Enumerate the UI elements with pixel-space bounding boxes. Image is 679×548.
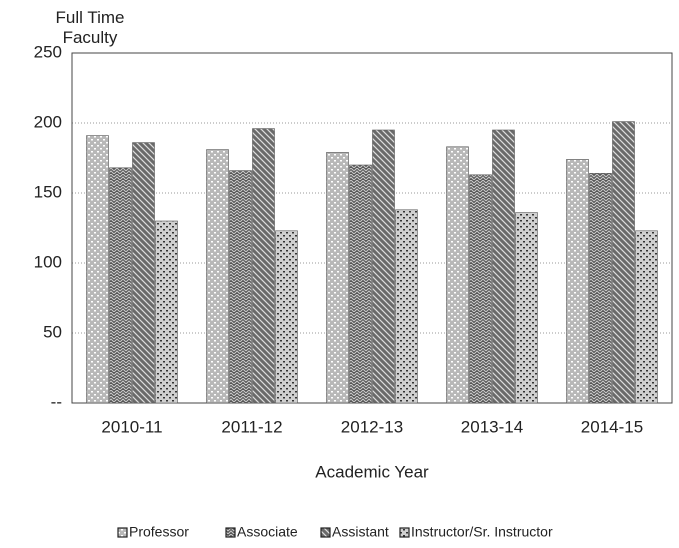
bar xyxy=(372,129,395,404)
y-tick-label: 200 xyxy=(34,112,62,131)
bar xyxy=(395,209,418,404)
x-tick-label: 2013-14 xyxy=(461,417,523,436)
bar xyxy=(275,230,298,404)
bar xyxy=(206,149,229,404)
bar xyxy=(326,152,349,404)
y-tick-label: -- xyxy=(51,392,62,411)
bar xyxy=(155,220,178,404)
y-axis-title: Full Time Faculty xyxy=(55,8,125,47)
legend-swatch xyxy=(225,527,236,538)
x-axis-title: Academic Year xyxy=(315,462,429,481)
legend-label: Assistant xyxy=(332,524,389,540)
legend-swatch xyxy=(320,527,331,538)
x-tick-label: 2012-13 xyxy=(341,417,403,436)
legend-swatch xyxy=(399,527,410,538)
bar xyxy=(86,135,109,404)
bar xyxy=(566,159,589,404)
bar xyxy=(515,212,538,404)
bar xyxy=(589,173,612,404)
bar xyxy=(492,129,515,404)
legend-label: Professor xyxy=(129,524,189,540)
y-tick-label: 150 xyxy=(34,182,62,201)
bar xyxy=(446,146,469,404)
y-tick-label: 50 xyxy=(43,322,62,341)
x-tick-label: 2011-12 xyxy=(221,417,282,436)
legend-swatch xyxy=(117,527,128,538)
x-tick-label: 2010-11 xyxy=(101,417,162,436)
bar xyxy=(252,128,275,404)
bar xyxy=(469,174,492,404)
legend-label: Associate xyxy=(237,524,298,540)
x-tick-label: 2014-15 xyxy=(581,417,643,436)
bar xyxy=(635,230,658,404)
plot-frame xyxy=(71,52,673,404)
bar xyxy=(612,121,635,404)
legend-label: Instructor/Sr. Instructor xyxy=(411,524,553,540)
bar xyxy=(109,167,132,404)
y-tick-label: 250 xyxy=(34,42,62,61)
bar xyxy=(132,142,155,404)
y-tick-label: 100 xyxy=(34,252,62,271)
bar xyxy=(229,170,252,404)
bar xyxy=(349,164,372,404)
